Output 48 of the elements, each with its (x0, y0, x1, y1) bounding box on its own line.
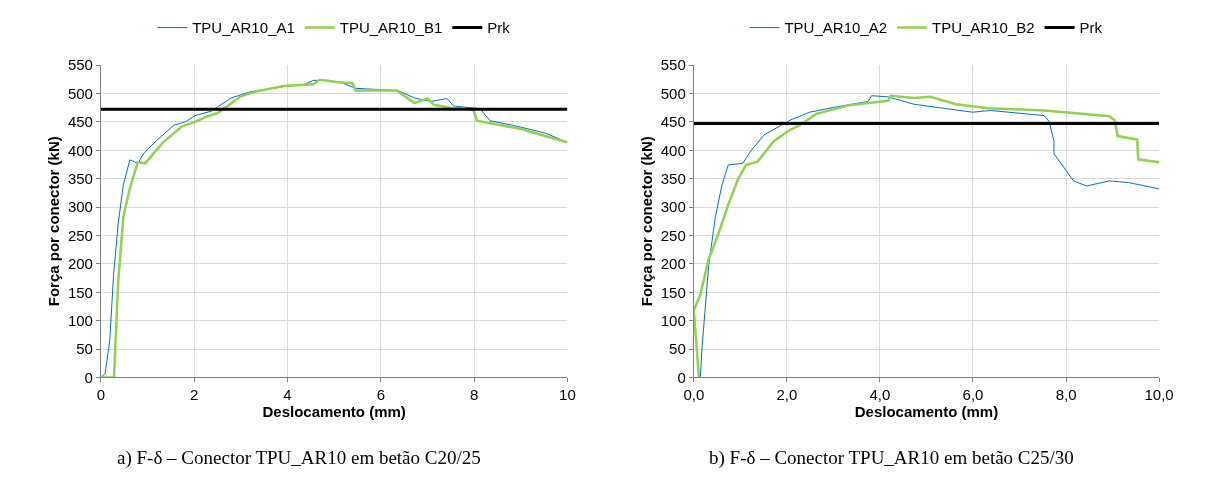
y-tick-label: 300 (67, 198, 93, 216)
x-tick-label: 2 (190, 386, 199, 404)
x-tick-label: 0,0 (683, 386, 705, 404)
y-tick-label: 250 (660, 226, 686, 244)
x-axis-title: Deslocamento (mm) (262, 403, 406, 421)
y-tick-label: 0 (84, 368, 93, 386)
legend-label: TPU_AR10_B2 (932, 19, 1035, 37)
x-tick-label: 4,0 (869, 386, 891, 404)
y-tick-label: 50 (669, 340, 686, 358)
y-axis-title: Força por conector (kN) (638, 136, 656, 307)
y-tick-label: 400 (67, 141, 93, 159)
x-axis-title: Deslocamento (mm) (854, 403, 999, 421)
legend-label: Prk (487, 19, 511, 37)
y-tick-label: 200 (660, 255, 686, 273)
y-tick-label: 350 (660, 169, 686, 187)
legend-label: TPU_AR10_A2 (784, 19, 888, 37)
y-tick-label: 550 (660, 56, 686, 74)
y-tick-label: 150 (660, 283, 686, 301)
legend-label: TPU_AR10_B1 (339, 19, 443, 37)
y-tick-label: 500 (67, 84, 93, 102)
x-tick-label: 4 (283, 386, 292, 404)
x-tick-label: 8,0 (1055, 386, 1077, 404)
y-tick-label: 550 (67, 56, 93, 74)
y-tick-label: 250 (67, 226, 93, 244)
y-tick-label: 450 (67, 113, 93, 131)
y-tick-label: 0 (677, 368, 686, 386)
y-tick-label: 150 (67, 283, 93, 301)
x-tick-label: 10 (559, 386, 576, 404)
x-tick-label: 2,0 (776, 386, 798, 404)
legend-label: TPU_AR10_A1 (192, 19, 295, 37)
y-tick-label: 450 (660, 113, 686, 131)
x-tick-label: 6,0 (962, 386, 984, 404)
y-tick-label: 100 (660, 311, 686, 329)
x-tick-label: 8 (469, 386, 479, 404)
y-tick-label: 400 (660, 141, 686, 159)
text: b) F-δ – Conector TPU_AR10 em betão C25/30 (709, 447, 1074, 469)
x-tick-label: 0 (96, 386, 106, 404)
text: a) F-δ – Conector TPU_AR10 em betão C20/25 (117, 447, 481, 469)
x-tick-label: 6 (376, 386, 386, 404)
y-tick-label: 500 (660, 84, 686, 102)
y-tick-label: 300 (660, 198, 686, 216)
y-tick-label: 350 (67, 169, 93, 187)
x-tick-label: 10,0 (1144, 386, 1174, 404)
y-axis-title: Força por conector (kN) (45, 136, 63, 307)
y-tick-label: 200 (67, 255, 93, 273)
y-tick-label: 50 (76, 340, 93, 358)
y-tick-label: 100 (67, 311, 93, 329)
legend-label: Prk (1079, 19, 1103, 37)
